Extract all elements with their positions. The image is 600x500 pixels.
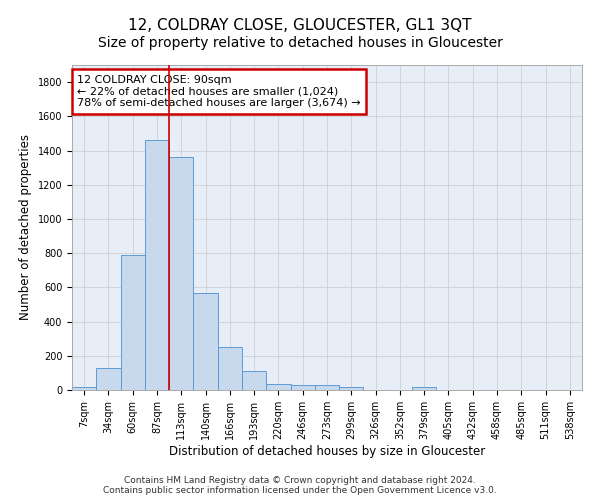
Bar xyxy=(193,292,218,390)
Text: Size of property relative to detached houses in Gloucester: Size of property relative to detached ho… xyxy=(98,36,502,50)
Bar xyxy=(266,384,290,390)
Bar xyxy=(339,388,364,390)
Bar xyxy=(315,385,339,390)
Bar xyxy=(218,347,242,390)
X-axis label: Distribution of detached houses by size in Gloucester: Distribution of detached houses by size … xyxy=(169,444,485,458)
Bar xyxy=(169,156,193,390)
Bar xyxy=(412,388,436,390)
Text: 12, COLDRAY CLOSE, GLOUCESTER, GL1 3QT: 12, COLDRAY CLOSE, GLOUCESTER, GL1 3QT xyxy=(128,18,472,32)
Y-axis label: Number of detached properties: Number of detached properties xyxy=(19,134,32,320)
Bar xyxy=(145,140,169,390)
Bar xyxy=(290,385,315,390)
Bar xyxy=(242,371,266,390)
Text: Contains HM Land Registry data © Crown copyright and database right 2024.
Contai: Contains HM Land Registry data © Crown c… xyxy=(103,476,497,495)
Bar xyxy=(121,255,145,390)
Bar xyxy=(96,368,121,390)
Text: 12 COLDRAY CLOSE: 90sqm
← 22% of detached houses are smaller (1,024)
78% of semi: 12 COLDRAY CLOSE: 90sqm ← 22% of detache… xyxy=(77,74,361,108)
Bar xyxy=(72,388,96,390)
